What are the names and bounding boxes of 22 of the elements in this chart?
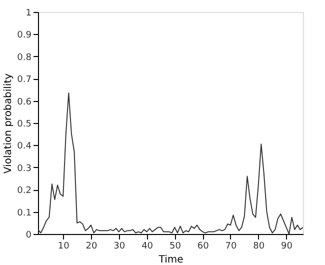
x-tick-label: 50 [169, 242, 182, 252]
x-tick-label: 90 [281, 242, 293, 252]
y-tick-label: 0.2 [17, 186, 32, 196]
y-tick-label: 0.3 [17, 164, 32, 174]
y-tick-label: 1 [26, 8, 32, 18]
y-tick-label: 0.9 [17, 30, 32, 41]
x-tick-label: 60 [197, 242, 210, 252]
y-tick-label: 0.4 [17, 142, 32, 152]
x-tick-label: 30 [114, 242, 126, 252]
x-tick-label: 80 [253, 242, 265, 252]
x-axis-title: Time [158, 254, 184, 265]
x-tick-label: 10 [58, 242, 70, 252]
x-tick-label: 70 [225, 242, 237, 252]
y-axis-title: Violation probability [3, 73, 14, 174]
y-tick-label: 0.1 [17, 208, 32, 218]
x-tick-label: 20 [86, 242, 98, 252]
y-tick-label: 0.7 [17, 75, 32, 86]
y-tick-label: 0.8 [17, 52, 32, 63]
y-tick-label: 0.5 [17, 120, 32, 130]
x-tick-label: 40 [142, 242, 154, 252]
y-tick-label: 0 [26, 230, 32, 240]
y-tick-label: 0.6 [17, 97, 32, 108]
